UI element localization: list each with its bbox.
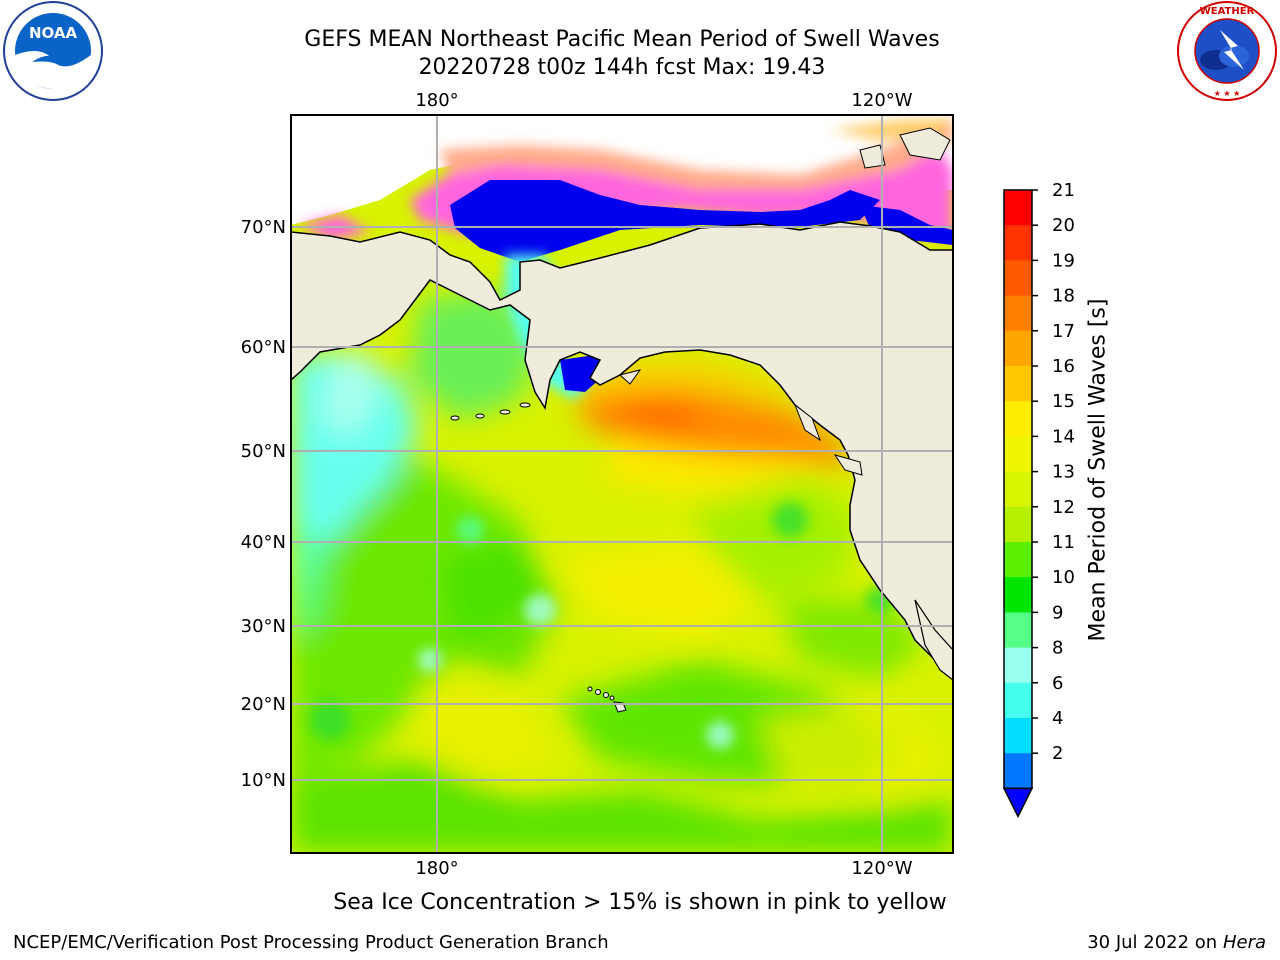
lon-label-top-120w: 120°W [851, 90, 912, 111]
colorbar-tick-label: 9 [1052, 602, 1063, 623]
footer-date: 30 Jul 2022 on Hera [1087, 932, 1266, 953]
nws-logo: WEATHER ★ ★ ★ [1177, 1, 1277, 101]
footer-date-text: 30 Jul 2022 on [1087, 932, 1218, 953]
colorbar-segment [1004, 401, 1032, 437]
title-line-2: 20220728 t00z 144h fcst Max: 19.43 [418, 55, 826, 80]
colorbar-segment [1004, 190, 1032, 226]
colorbar-tick-label: 11 [1052, 532, 1075, 553]
svg-text:NOAA: NOAA [29, 24, 78, 42]
axis-labels: 180° 120°W 180° 120°W 70°N 60°N 50°N 40°… [241, 90, 913, 879]
lat-label-10n: 10°N [241, 770, 286, 791]
svg-text:WEATHER: WEATHER [1200, 6, 1255, 17]
graticule [291, 115, 953, 853]
colorbar-extend-arrow [1002, 787, 1034, 819]
colorbar-segment [1004, 295, 1032, 332]
lat-label-60n: 60°N [241, 337, 286, 358]
map-frame [290, 114, 954, 854]
colorbar-segment [1004, 542, 1032, 578]
colorbar-segment [1004, 612, 1032, 649]
colorbar-segment [1004, 225, 1032, 261]
colorbar-segment [1004, 718, 1032, 754]
lat-label-50n: 50°N [241, 441, 286, 462]
colorbar-segment [1004, 506, 1032, 543]
colorbar-label: Mean Period of Swell Waves [s] [1085, 298, 1111, 642]
colorbar-tick-label: 15 [1052, 391, 1075, 412]
colorbar-tick-label: 10 [1052, 567, 1075, 588]
colorbar-tick-label: 19 [1052, 250, 1075, 271]
colorbar-segment [1004, 330, 1032, 367]
colorbar-tick-label: 21 [1052, 180, 1075, 201]
colorbar-tick-label: 18 [1052, 286, 1075, 307]
colorbar-segment [1004, 577, 1032, 613]
colorbar-tick-label: 12 [1052, 497, 1075, 518]
svg-text:★ ★ ★: ★ ★ ★ [1214, 89, 1241, 98]
colorbar-tick-label: 14 [1052, 426, 1075, 447]
colorbar-tick-label: 8 [1052, 638, 1063, 659]
colorbar-segment [1004, 647, 1032, 684]
colorbar-tick-label: 13 [1052, 462, 1075, 483]
colorbar-segment [1004, 366, 1032, 402]
sea-ice-note: Sea Ice Concentration > 15% is shown in … [333, 890, 947, 915]
lat-label-30n: 30°N [241, 616, 286, 637]
map-panel [291, 115, 953, 853]
colorbar: 21 20 19 18 17 16 15 14 13 12 11 10 9 8 6 4 2 [1002, 180, 1075, 819]
colorbar-tick-label: 4 [1052, 708, 1063, 729]
colorbar-segment [1004, 471, 1032, 508]
colorbar-tick-label: 2 [1052, 743, 1063, 764]
lat-label-40n: 40°N [241, 532, 286, 553]
colorbar-segment [1004, 753, 1032, 789]
lon-label-bottom-180: 180° [415, 858, 458, 879]
colorbar-segment [1004, 260, 1032, 297]
colorbar-frame [1003, 189, 1033, 790]
colorbar-segment [1004, 436, 1032, 473]
colorbar-tick-label: 17 [1052, 321, 1075, 342]
colorbar-tick-label: 6 [1052, 673, 1063, 694]
colorbar-segment [1004, 682, 1032, 719]
colorbar-tick-label: 16 [1052, 356, 1075, 377]
footer-credit: NCEP/EMC/Verification Post Processing Pr… [13, 932, 609, 953]
colorbar-tick-label: 20 [1052, 215, 1075, 236]
title-line-1: GEFS MEAN Northeast Pacific Mean Period … [304, 27, 940, 52]
lon-label-top-180: 180° [415, 90, 458, 111]
footer-machine: Hera [1222, 932, 1266, 953]
noaa-logo: NOAA [3, 1, 103, 101]
lat-label-70n: 70°N [241, 217, 286, 238]
lat-label-20n: 20°N [241, 694, 286, 715]
lon-label-bottom-120w: 120°W [851, 858, 912, 879]
